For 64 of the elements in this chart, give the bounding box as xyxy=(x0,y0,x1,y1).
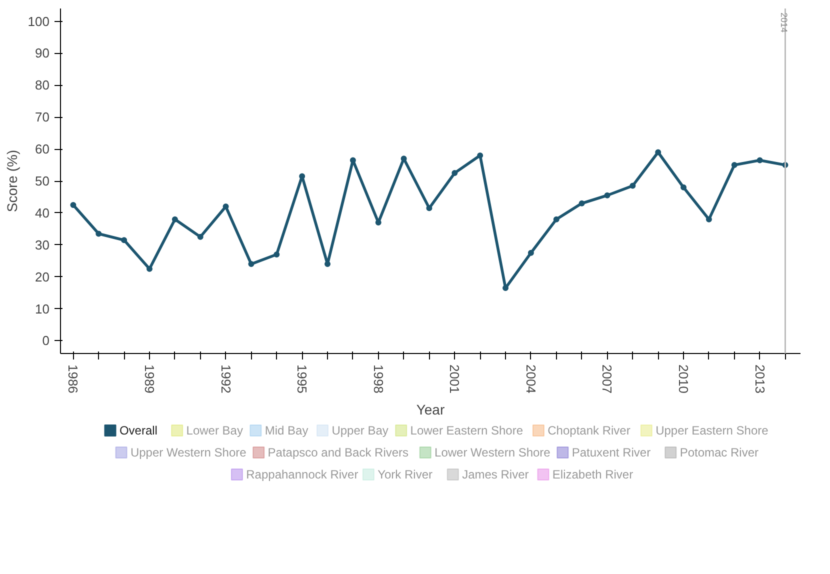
point xyxy=(121,237,128,244)
point xyxy=(528,250,534,256)
point xyxy=(172,216,178,222)
legend-label: Potomac River xyxy=(680,446,759,460)
legend-label: Upper Bay xyxy=(332,424,388,438)
x-tick-label: 1998 xyxy=(370,364,386,394)
point xyxy=(274,251,280,258)
x-tick-label: 1992 xyxy=(218,364,234,394)
legend-label: Patapsco and Back Rivers xyxy=(268,446,409,460)
point xyxy=(426,205,432,212)
y-tick-label: 70 xyxy=(35,110,50,125)
point xyxy=(756,157,763,164)
legend-label: Lower Western Shore xyxy=(434,446,551,460)
legend-label: York River xyxy=(378,468,433,482)
y-tick-label: 40 xyxy=(35,205,50,220)
y-axis-title: Score (%) xyxy=(4,150,20,212)
x-tick-label: 1986 xyxy=(66,364,81,394)
ref-line-label: 2014 xyxy=(779,12,790,33)
point xyxy=(553,216,560,222)
y-tick-label: 20 xyxy=(35,269,50,284)
y-tick-label: 60 xyxy=(35,142,50,157)
y-tick-label: 30 xyxy=(35,237,50,252)
point xyxy=(604,192,610,198)
point xyxy=(706,216,712,222)
point xyxy=(680,184,687,190)
legend-label: Overall xyxy=(119,424,158,438)
point xyxy=(502,285,509,292)
x-axis-title: Year xyxy=(416,401,445,418)
point xyxy=(731,162,738,168)
point xyxy=(146,266,153,272)
legend-label: Upper Eastern Shore xyxy=(656,424,769,438)
y-tick-label: 100 xyxy=(28,14,50,29)
y-tick-label: 0 xyxy=(42,333,50,348)
y-tick-label: 90 xyxy=(35,46,50,61)
point xyxy=(655,149,662,156)
point xyxy=(630,182,636,189)
point xyxy=(197,234,204,240)
legend-label: Patuxent River xyxy=(572,446,651,460)
point xyxy=(222,204,229,210)
legend-label: Rappahannock River xyxy=(246,468,358,482)
point xyxy=(452,170,458,176)
y-tick-label: 50 xyxy=(35,174,50,188)
legend-label: Lower Bay xyxy=(186,424,243,438)
point xyxy=(477,152,484,158)
x-tick-label: 1995 xyxy=(294,364,310,394)
y-tick-label: 80 xyxy=(35,78,50,93)
point xyxy=(96,230,102,237)
legend-label: Elizabeth River xyxy=(552,468,634,482)
x-tick-label: 2001 xyxy=(447,364,462,394)
legend-label: Upper Western Shore xyxy=(130,446,247,460)
legend-label: Lower Eastern Shore xyxy=(410,424,524,438)
legend-label: Mid Bay xyxy=(264,424,308,438)
x-tick-label: 2004 xyxy=(523,364,538,394)
y-tick-label: 10 xyxy=(35,301,50,316)
point xyxy=(248,261,254,268)
point xyxy=(578,200,585,206)
legend-label: Choptank River xyxy=(548,424,630,438)
x-tick-label: 2013 xyxy=(752,364,768,394)
point xyxy=(70,202,76,208)
point xyxy=(324,261,331,268)
x-tick-label: 2010 xyxy=(676,364,692,394)
legend-label: James River xyxy=(462,468,529,482)
x-tick-label: 1989 xyxy=(142,364,158,394)
x-tick-label: 2007 xyxy=(600,364,615,394)
